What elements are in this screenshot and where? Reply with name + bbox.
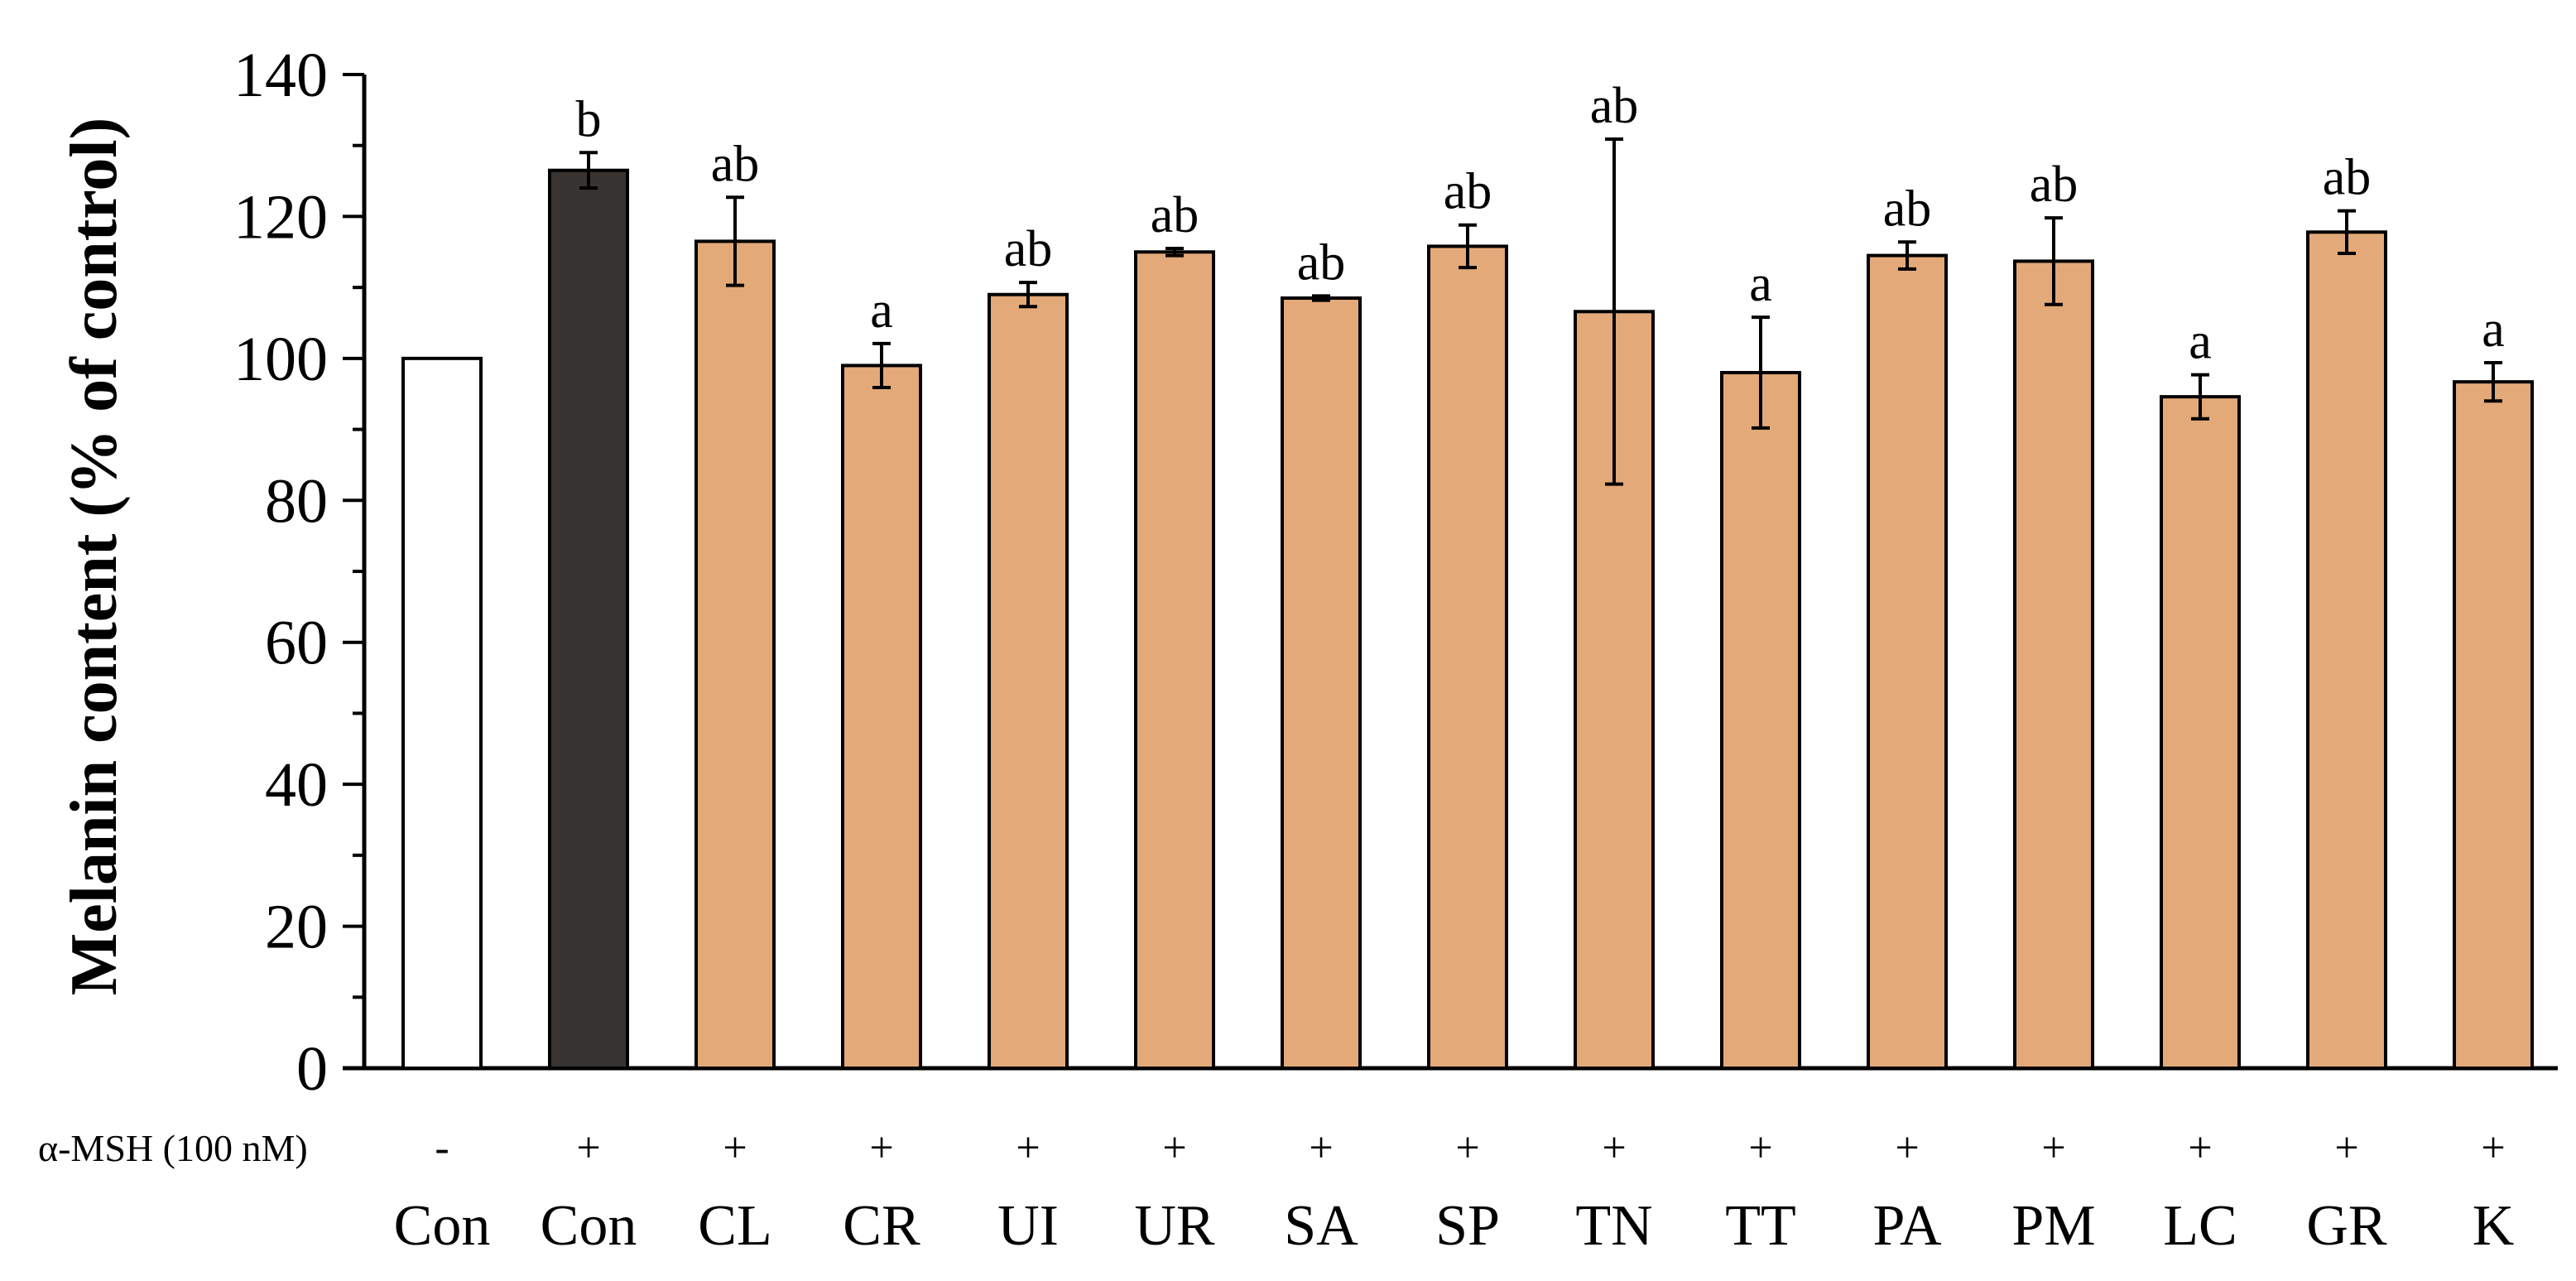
y-tick-label: 80 — [265, 466, 328, 536]
bar — [694, 239, 776, 1070]
bar — [1867, 253, 1948, 1071]
category-label: UI — [997, 1194, 1059, 1258]
treatment-sign: + — [1455, 1124, 1479, 1172]
significance-label: ab — [1444, 164, 1492, 220]
significance-label: a — [2189, 314, 2212, 370]
significance-label: ab — [2030, 157, 2079, 213]
treatment-sign: + — [2188, 1124, 2212, 1172]
treatment-sign: + — [2041, 1124, 2065, 1172]
treatment-sign: + — [1162, 1124, 1186, 1172]
category-label: SA — [1284, 1194, 1358, 1258]
y-tick-label: 0 — [296, 1034, 328, 1104]
treatment-sign: - — [435, 1124, 449, 1172]
y-tick-label: 120 — [233, 182, 328, 252]
treatment-sign: + — [1309, 1124, 1333, 1172]
treatment-sign: + — [576, 1124, 600, 1172]
significance-label: a — [1749, 256, 1772, 312]
bar — [548, 168, 629, 1071]
bar — [841, 364, 922, 1070]
category-label: K — [2473, 1194, 2515, 1258]
bar — [401, 356, 483, 1071]
treatment-sign: + — [2334, 1124, 2358, 1172]
y-tick-label: 100 — [233, 325, 328, 394]
significance-label: ab — [2323, 150, 2372, 206]
y-tick-label: 20 — [265, 893, 328, 962]
category-label: Con — [394, 1194, 491, 1258]
significance-label: a — [2482, 301, 2505, 358]
significance-label: ab — [1883, 181, 1932, 237]
category-label: GR — [2306, 1194, 2387, 1258]
category-label: TN — [1575, 1194, 1652, 1258]
bar — [1427, 244, 1508, 1070]
y-tick-label: 40 — [265, 750, 328, 820]
bar — [2306, 230, 2387, 1070]
significance-label: b — [576, 91, 602, 147]
treatment-sign: + — [1016, 1124, 1040, 1172]
category-label: CR — [843, 1194, 920, 1258]
y-tick-label: 60 — [265, 609, 328, 678]
y-axis-title: Melanin content (% of control) — [58, 118, 131, 996]
bars: b ab a ab ab ab ab ab a ab ab a ab a — [401, 78, 2534, 1071]
category-label: Con — [541, 1194, 637, 1258]
bar — [988, 292, 1069, 1070]
bar — [1134, 250, 1215, 1070]
treatment-sign: + — [1895, 1124, 1919, 1172]
significance-label: ab — [1297, 234, 1346, 291]
significance-label: a — [870, 282, 893, 339]
treatment-sign: + — [1602, 1124, 1626, 1172]
significance-label: ab — [1151, 187, 1199, 243]
significance-label: ab — [711, 136, 760, 192]
bar — [2453, 380, 2534, 1070]
bar — [1281, 296, 1362, 1070]
bar — [2013, 259, 2094, 1070]
category-label: PA — [1872, 1194, 1942, 1258]
category-labels: - Con + Con + CL + CR + UI + UR + SA + SP + TN + TT + PA + PM + L… — [394, 1124, 2515, 1258]
significance-label: ab — [1004, 221, 1053, 277]
category-label: PM — [2011, 1194, 2095, 1258]
category-label: SP — [1435, 1194, 1500, 1258]
category-label: TT — [1725, 1194, 1796, 1258]
msh-row-label: α-MSH (100 nM) — [38, 1127, 308, 1169]
treatment-sign: + — [723, 1124, 747, 1172]
y-tick-label: 140 — [233, 41, 328, 110]
bar — [1720, 371, 1801, 1070]
category-label: UR — [1134, 1194, 1215, 1258]
category-label: CL — [698, 1194, 771, 1258]
significance-label: ab — [1590, 78, 1639, 134]
treatment-sign: + — [2481, 1124, 2505, 1172]
treatment-sign: + — [869, 1124, 893, 1172]
bar — [2160, 395, 2241, 1070]
category-label: LC — [2163, 1194, 2237, 1258]
treatment-sign: + — [1748, 1124, 1772, 1172]
